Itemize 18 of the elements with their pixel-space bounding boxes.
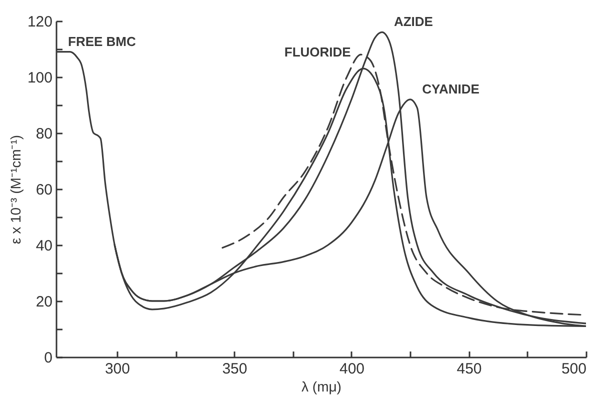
x-tick-label: 450 — [456, 360, 482, 378]
y-tick-label: 120 — [27, 14, 52, 30]
x-tick-label: 400 — [339, 360, 364, 378]
x-axis-title: λ (mμ) — [302, 378, 342, 394]
series-label: FREE BMC — [68, 34, 136, 49]
y-tick-label: 20 — [36, 294, 52, 310]
x-tick-label: 350 — [222, 360, 248, 378]
series-label: AZIDE — [394, 14, 434, 30]
y-tick-label: 60 — [36, 182, 52, 198]
y-tick-label: 100 — [27, 70, 52, 86]
y-tick-label: 40 — [36, 238, 52, 254]
series-label: FLUORIDE — [284, 44, 352, 60]
y-tick-label: 80 — [36, 126, 52, 142]
x-tick-label: 300 — [104, 360, 130, 378]
series-label: CYANIDE — [422, 81, 480, 96]
y-tick-label: 0 — [44, 350, 52, 366]
y-axis-title: ε x 10⁻³ (M⁻¹cm⁻¹) — [7, 134, 24, 244]
x-tick-label: 500 — [561, 360, 586, 378]
